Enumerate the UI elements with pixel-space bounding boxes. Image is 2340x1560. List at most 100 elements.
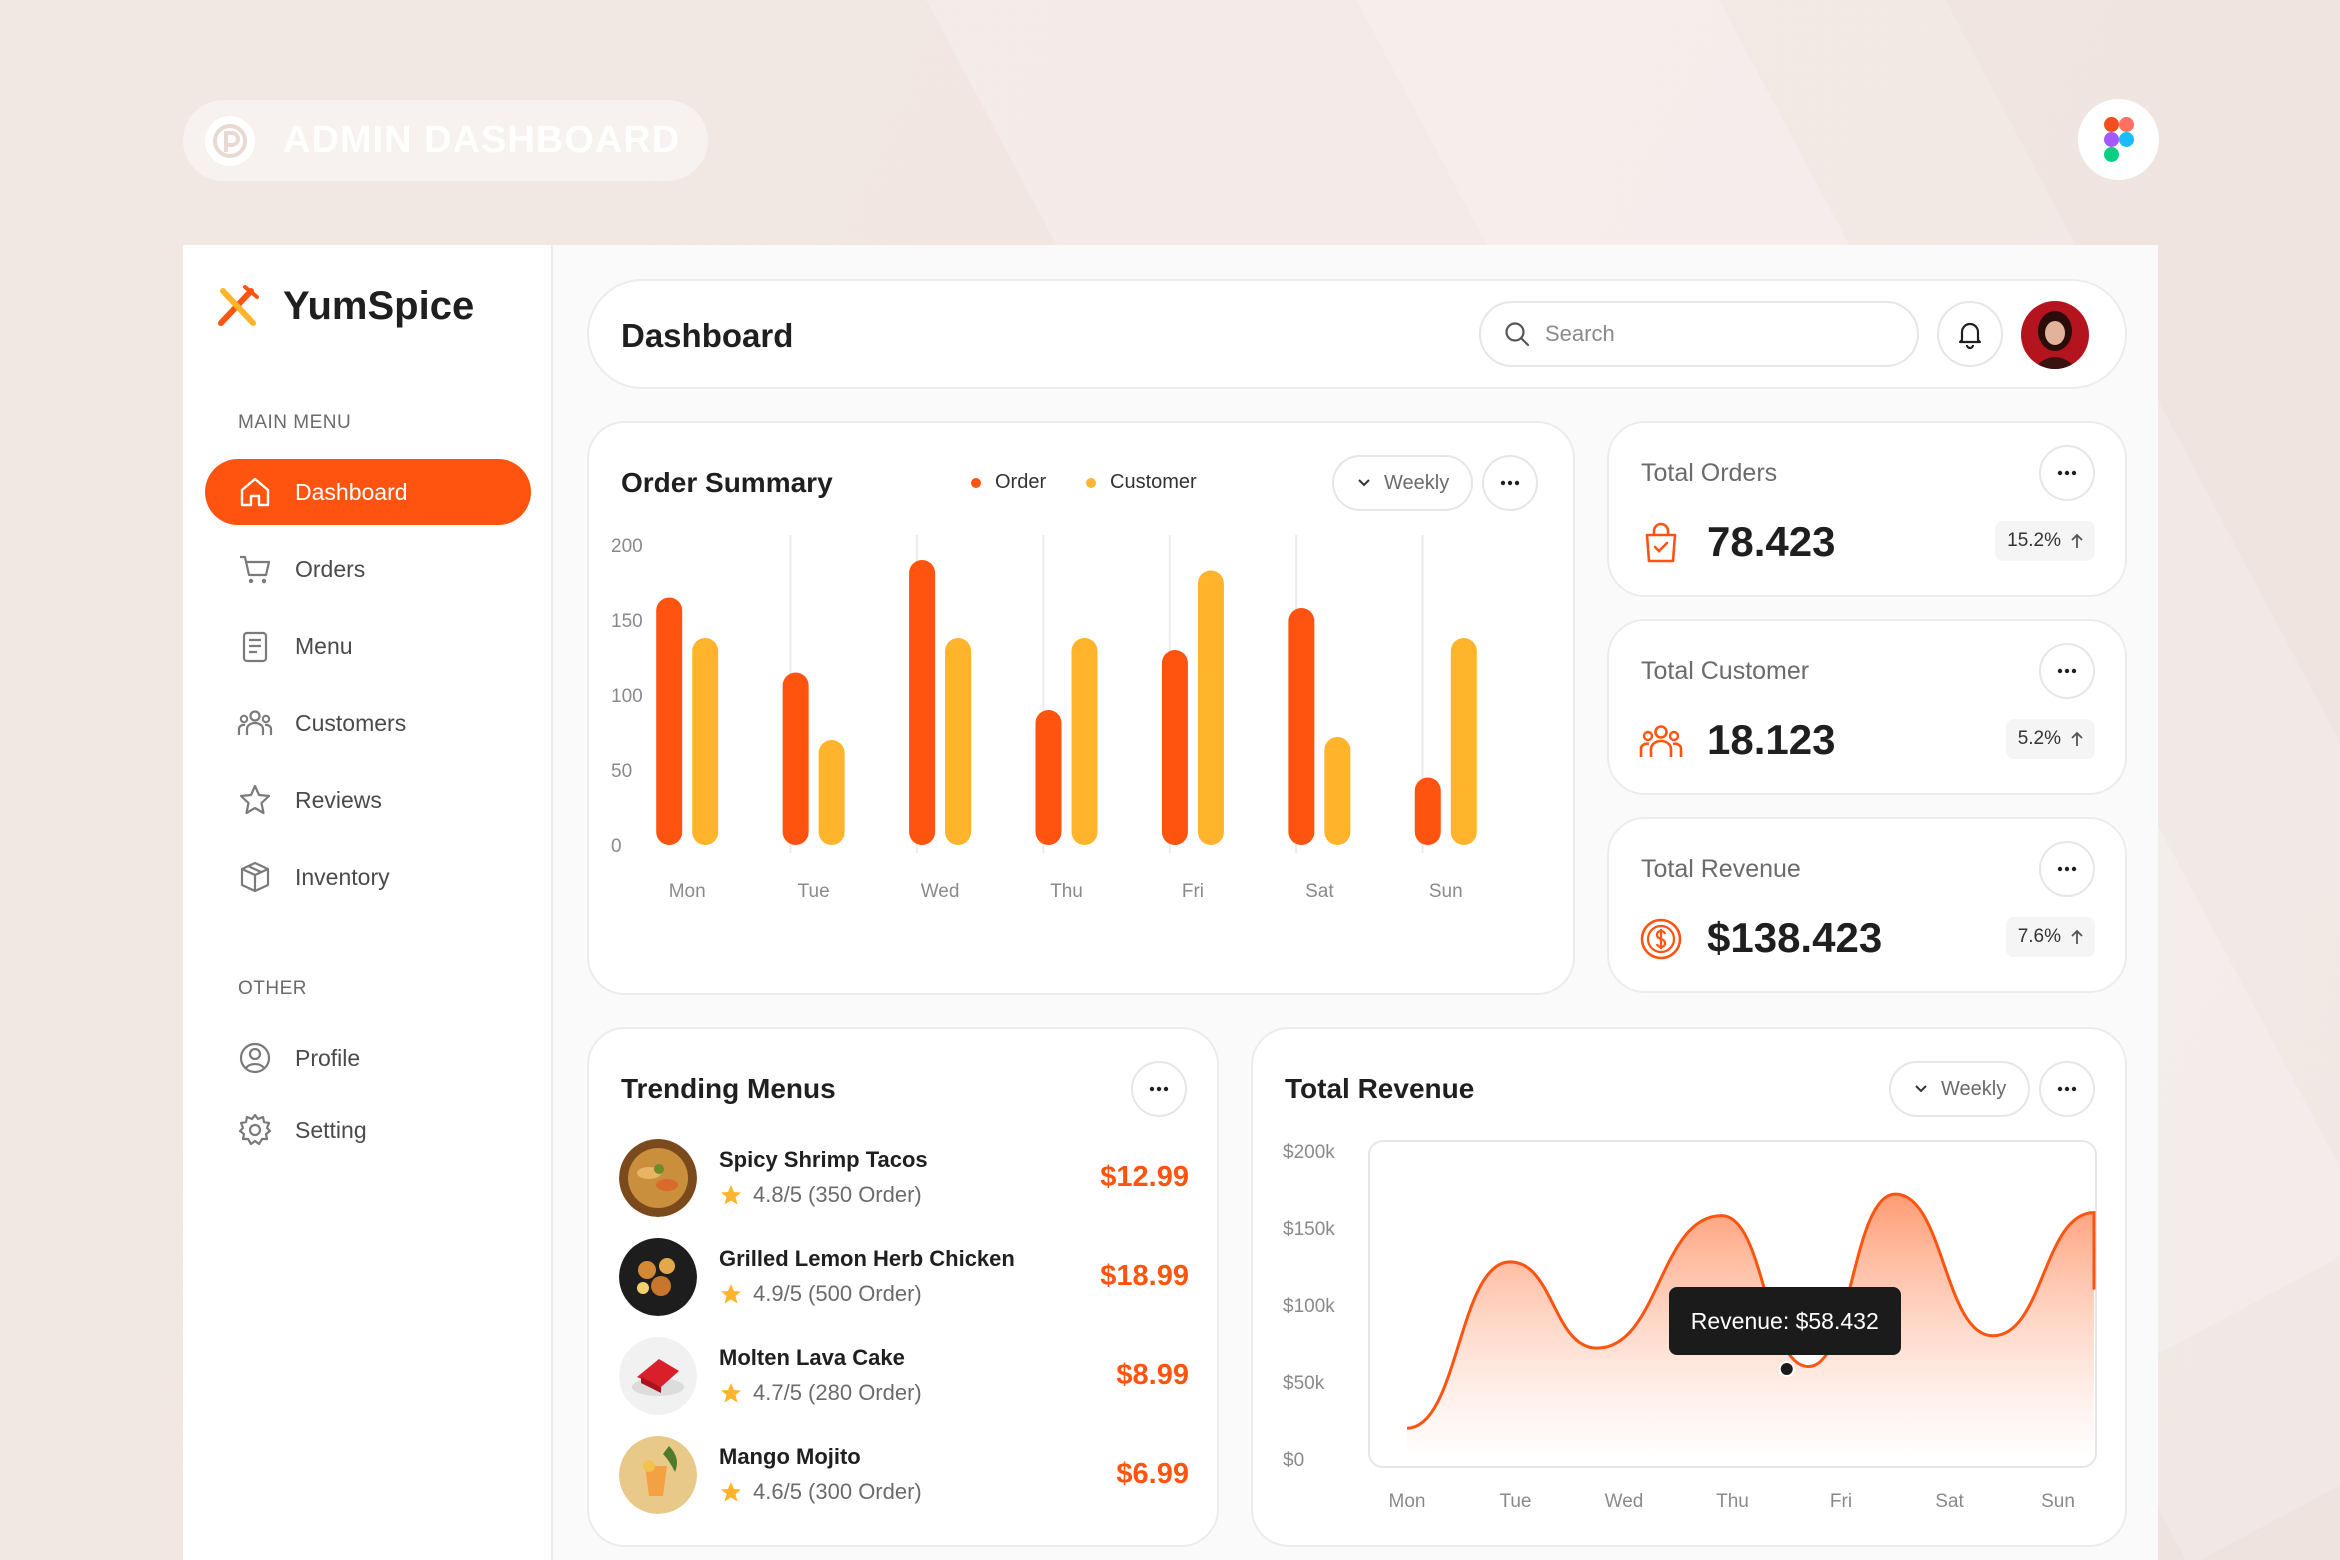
x-tick-label: Fri <box>1182 881 1204 902</box>
sidebar-item-profile[interactable]: Profile <box>205 1025 531 1091</box>
total-customer-card: Total Customer 18.123 5.2% <box>1607 619 2127 795</box>
figma-icon[interactable] <box>2078 99 2159 180</box>
avatar[interactable] <box>2021 301 2089 369</box>
drink-thumbnail <box>619 1436 697 1514</box>
x-tick-label: Sun <box>2041 1491 2075 1512</box>
bar-customer <box>692 638 719 845</box>
banner-pill: ADMIN DASHBOARD <box>183 100 708 181</box>
tooltip-text: Revenue: $58.432 <box>1690 1307 1879 1334</box>
bar-customer <box>818 740 845 845</box>
sidebar-item-dashboard[interactable]: Dashboard <box>205 459 531 525</box>
order-summary-title: Order Summary <box>621 467 833 498</box>
period-dropdown[interactable]: Weekly <box>1889 1061 2031 1117</box>
period-dropdown[interactable]: Weekly <box>1332 455 1474 511</box>
menu-price: $6.99 <box>1116 1458 1189 1490</box>
change-value: 15.2% <box>2007 530 2061 551</box>
gear-icon <box>238 1113 272 1146</box>
stat-value: $138.423 <box>1707 914 1883 961</box>
x-tick-label: Tue <box>1499 1491 1531 1512</box>
sidebar-item-menu[interactable]: Menu <box>205 613 531 679</box>
total-customer-more-button[interactable] <box>2039 643 2095 699</box>
rating-text: 4.6/5 (300 Order) <box>753 1479 922 1504</box>
menu-name: Spicy Shrimp Tacos <box>719 1147 928 1172</box>
x-tick-label: Fri <box>1830 1491 1852 1512</box>
home-icon <box>240 477 270 507</box>
total-orders-more-button[interactable] <box>2039 445 2095 501</box>
star-icon <box>239 784 271 815</box>
revenue-chart-title: Total Revenue <box>1285 1073 1475 1104</box>
trending-more-button[interactable] <box>1131 1061 1187 1117</box>
more-icon <box>2057 668 2077 674</box>
rating-text: 4.7/5 (280 Order) <box>753 1380 922 1405</box>
menu-name: Mango Mojito <box>719 1444 861 1469</box>
plot-frame <box>1368 1140 2097 1468</box>
trending-menus-card: Trending Menus Spicy Shrimp Tacos 4.8/5 … <box>587 1027 1219 1547</box>
period-label: Weekly <box>1384 471 1450 494</box>
y-tick-label: $150k <box>1283 1219 1335 1240</box>
x-tick-label: Sat <box>1935 1491 1964 1512</box>
notification-button[interactable] <box>1937 301 2003 367</box>
menu-rating: 4.7/5 (280 Order) <box>719 1380 922 1406</box>
menu-rating: 4.9/5 (500 Order) <box>719 1281 922 1307</box>
list-item[interactable]: Spicy Shrimp Tacos 4.8/5 (350 Order) $12… <box>619 1139 1189 1219</box>
bar-order <box>1414 777 1441 845</box>
search-icon <box>1505 322 1530 347</box>
bar-order <box>909 560 936 845</box>
dollar-coin-icon <box>1640 918 1682 960</box>
list-item[interactable]: Mango Mojito 4.6/5 (300 Order) $6.99 <box>619 1436 1189 1516</box>
sidebar: YumSpice MAIN MENU Dashboard Orders Menu… <box>183 245 553 1560</box>
x-tick-label: Wed <box>921 881 960 902</box>
bar-order <box>1288 608 1315 845</box>
more-icon <box>2057 866 2077 872</box>
sidebar-item-orders[interactable]: Orders <box>205 536 531 602</box>
sidebar-item-label: Reviews <box>295 786 382 813</box>
y-tick-label: 50 <box>611 761 632 782</box>
bar-customer <box>1324 737 1351 845</box>
list-item[interactable]: Molten Lava Cake 4.7/5 (280 Order) $8.99 <box>619 1337 1189 1417</box>
order-summary-more-button[interactable] <box>1482 455 1538 511</box>
search-input[interactable]: Search <box>1479 301 1919 367</box>
brand-p-logo-icon <box>205 115 255 166</box>
menu-board-icon <box>242 631 268 663</box>
y-tick-label: 150 <box>611 611 643 632</box>
list-item[interactable]: Grilled Lemon Herb Chicken 4.9/5 (500 Or… <box>619 1238 1189 1318</box>
rating-text: 4.8/5 (350 Order) <box>753 1182 922 1207</box>
total-revenue-card: Total Revenue $138.423 7.6% <box>1607 817 2127 993</box>
header-bar: Dashboard Search <box>587 279 2127 389</box>
stat-title: Total Customer <box>1641 657 1810 685</box>
sidebar-item-reviews[interactable]: Reviews <box>205 767 531 833</box>
sidebar-item-inventory[interactable]: Inventory <box>205 844 531 910</box>
sidebar-item-customers[interactable]: Customers <box>205 690 531 756</box>
cart-icon <box>240 555 271 584</box>
x-tick-label: Sun <box>1429 881 1463 902</box>
other-label: OTHER <box>238 978 307 999</box>
x-tick-label: Thu <box>1050 881 1083 902</box>
y-tick-label: $50k <box>1283 1373 1325 1394</box>
total-revenue-more-button[interactable] <box>2039 841 2095 897</box>
menu-price: $8.99 <box>1116 1359 1189 1391</box>
chevron-down-icon <box>1915 1085 1927 1093</box>
food-thumbnail <box>619 1139 697 1217</box>
y-tick-label: 200 <box>611 536 643 557</box>
revenue-more-button[interactable] <box>2039 1061 2095 1117</box>
sidebar-item-label: Dashboard <box>295 478 408 505</box>
profile-icon <box>239 1042 271 1074</box>
menu-rating: 4.8/5 (350 Order) <box>719 1182 922 1208</box>
period-label: Weekly <box>1941 1077 2007 1100</box>
sidebar-item-setting[interactable]: Setting <box>205 1097 531 1163</box>
legend-customer: Customer <box>1086 471 1197 494</box>
bell-icon <box>1958 322 1982 349</box>
total-revenue-chart-card: Total Revenue Weekly $200k $150k $100k $50k… <box>1251 1027 2127 1547</box>
bar-customer <box>1071 638 1098 845</box>
brand[interactable]: YumSpice <box>215 283 474 329</box>
arrow-up-icon <box>2071 731 2083 746</box>
y-tick-label: 0 <box>611 836 622 857</box>
x-tick-label: Thu <box>1716 1491 1749 1512</box>
food-thumbnail <box>619 1238 697 1316</box>
bar-customer <box>1450 638 1477 845</box>
app-window: YumSpice MAIN MENU Dashboard Orders Menu… <box>183 245 2158 1560</box>
y-tick-label: $0 <box>1283 1450 1304 1471</box>
x-tick-label: Mon <box>669 881 706 902</box>
sidebar-item-label: Inventory <box>295 863 390 890</box>
search-placeholder: Search <box>1545 321 1615 346</box>
